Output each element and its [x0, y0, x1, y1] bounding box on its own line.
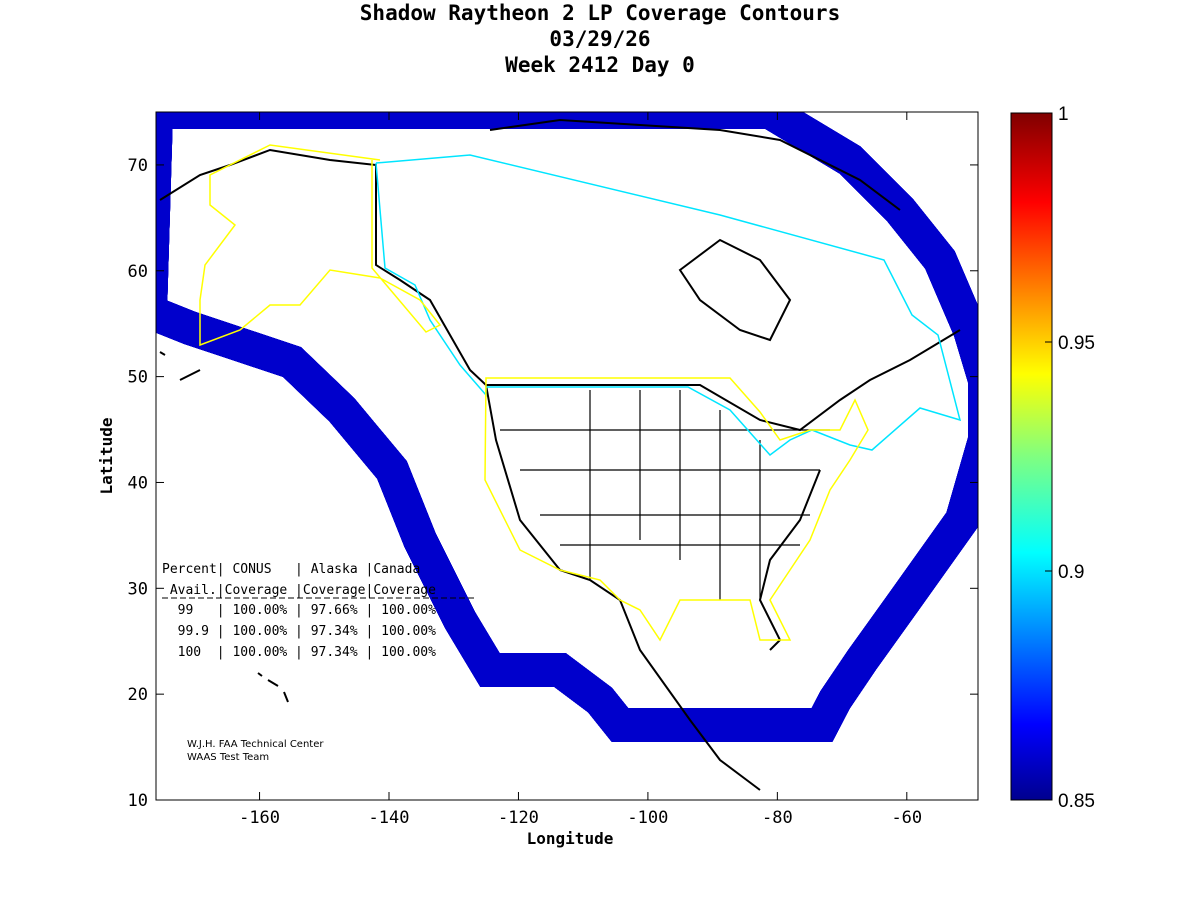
canada-boundary — [375, 154, 962, 457]
x-tick-label: -120 — [498, 808, 539, 828]
colorbar-tick-label: 0.85 — [1058, 791, 1095, 812]
plot-frame — [155, 111, 979, 801]
table-header-2: Avail.|Coverage |Coverage|Coverage — [162, 583, 436, 598]
coverage-contours — [156, 112, 978, 791]
y-tick-label: 10 — [128, 791, 148, 811]
x-tick-label: -100 — [627, 808, 668, 828]
colorbar — [1010, 112, 1053, 801]
credit-line-2: WAAS Test Team — [187, 752, 269, 763]
x-axis: -160 -140 -120 -100 -80 -60 — [239, 112, 922, 828]
table-row: 99 | 100.00% | 97.66% | 100.00% — [162, 603, 436, 618]
table-row: 100 | 100.00% | 97.34% | 100.00% — [162, 645, 436, 660]
conus-boundary — [484, 377, 869, 642]
x-axis-label: Longitude — [527, 829, 614, 848]
y-axis-label: Latitude — [97, 417, 116, 494]
alaska-boundary — [199, 144, 442, 347]
table-row: 99.9 | 100.00% | 97.34% | 100.00% — [162, 624, 436, 639]
service-boundaries — [199, 144, 962, 642]
x-tick-label: -60 — [891, 808, 922, 828]
chart-week: Week 2412 Day 0 — [505, 53, 695, 77]
coverage-table: Percent| CONUS | Alaska |Canada Avail.|C… — [162, 562, 476, 660]
y-tick-label: 40 — [128, 473, 148, 493]
credit-line-1: W.J.H. FAA Technical Center — [187, 739, 324, 750]
y-axis: 10 20 30 40 50 60 70 — [128, 156, 978, 811]
table-header-1: Percent| CONUS | Alaska |Canada — [162, 562, 420, 577]
y-tick-label: 30 — [128, 579, 148, 599]
state-borders — [500, 390, 830, 600]
x-tick-label: -160 — [239, 808, 280, 828]
colorbar-tick-label: 0.95 — [1058, 333, 1095, 354]
colorbar-tick-label: 0.9 — [1058, 562, 1084, 583]
y-tick-label: 60 — [128, 262, 148, 282]
chart-date: 03/29/26 — [549, 27, 651, 51]
chart-title: Shadow Raytheon 2 LP Coverage Contours — [359, 1, 841, 25]
x-tick-label: -80 — [762, 808, 793, 828]
y-tick-label: 50 — [128, 368, 148, 388]
y-tick-label: 70 — [128, 156, 148, 176]
y-tick-label: 20 — [128, 685, 148, 705]
colorbar-tick-label: 1 — [1058, 104, 1069, 125]
colorbar-ticks: 0.85 0.9 0.95 1 — [1045, 104, 1095, 812]
x-tick-label: -140 — [369, 808, 410, 828]
